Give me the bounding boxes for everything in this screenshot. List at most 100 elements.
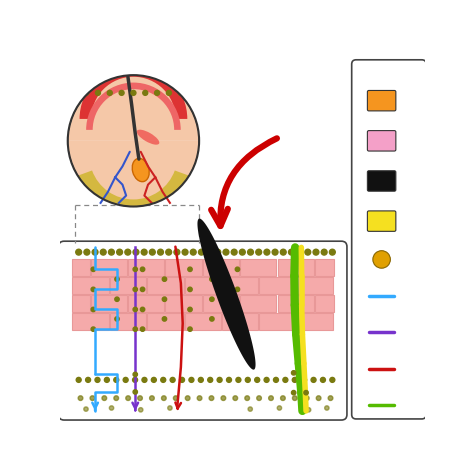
- Bar: [278, 259, 314, 275]
- Circle shape: [304, 252, 308, 256]
- Circle shape: [320, 377, 326, 383]
- Circle shape: [269, 396, 273, 401]
- Bar: [315, 295, 334, 311]
- Circle shape: [173, 396, 178, 401]
- Circle shape: [150, 396, 154, 401]
- Circle shape: [208, 377, 213, 383]
- Circle shape: [91, 287, 95, 292]
- Circle shape: [209, 396, 214, 401]
- Circle shape: [304, 272, 308, 276]
- Bar: [110, 277, 146, 293]
- Circle shape: [140, 307, 145, 311]
- Bar: [147, 277, 183, 293]
- Circle shape: [292, 292, 296, 296]
- Bar: [222, 313, 258, 329]
- Circle shape: [235, 287, 240, 292]
- Bar: [297, 277, 333, 293]
- Circle shape: [133, 287, 137, 292]
- Circle shape: [114, 377, 119, 383]
- Circle shape: [133, 390, 137, 394]
- Circle shape: [227, 377, 231, 383]
- FancyBboxPatch shape: [59, 241, 347, 420]
- Ellipse shape: [137, 130, 159, 145]
- FancyBboxPatch shape: [367, 171, 396, 191]
- Circle shape: [168, 406, 172, 410]
- Circle shape: [239, 249, 245, 255]
- Circle shape: [199, 249, 204, 255]
- Circle shape: [125, 249, 131, 255]
- Circle shape: [292, 377, 297, 383]
- Circle shape: [292, 391, 296, 395]
- Circle shape: [76, 377, 81, 383]
- Circle shape: [280, 249, 286, 255]
- Circle shape: [117, 249, 122, 255]
- Circle shape: [161, 377, 166, 383]
- Circle shape: [289, 249, 294, 255]
- Wedge shape: [77, 171, 190, 216]
- Circle shape: [304, 391, 308, 395]
- Circle shape: [115, 277, 119, 282]
- Circle shape: [283, 377, 288, 383]
- Circle shape: [91, 327, 95, 331]
- Circle shape: [140, 327, 145, 331]
- Bar: [203, 295, 239, 311]
- Circle shape: [133, 249, 139, 255]
- Circle shape: [257, 396, 262, 401]
- Wedge shape: [68, 76, 199, 141]
- Circle shape: [247, 249, 254, 255]
- Circle shape: [221, 396, 226, 401]
- Circle shape: [76, 249, 82, 255]
- Circle shape: [95, 91, 100, 95]
- Circle shape: [292, 396, 297, 401]
- Circle shape: [115, 297, 119, 301]
- Bar: [72, 259, 90, 275]
- Circle shape: [223, 249, 229, 255]
- Circle shape: [91, 267, 95, 272]
- Circle shape: [210, 317, 214, 321]
- Bar: [240, 259, 276, 275]
- Circle shape: [162, 396, 166, 401]
- Bar: [259, 277, 296, 293]
- Circle shape: [210, 297, 214, 301]
- Circle shape: [162, 297, 167, 301]
- Circle shape: [231, 249, 237, 255]
- Circle shape: [321, 249, 327, 255]
- Bar: [185, 313, 221, 329]
- Circle shape: [174, 249, 180, 255]
- Circle shape: [107, 91, 112, 95]
- Circle shape: [162, 277, 167, 282]
- Bar: [222, 277, 258, 293]
- Circle shape: [210, 277, 214, 282]
- Circle shape: [301, 377, 307, 383]
- Circle shape: [91, 307, 95, 311]
- Circle shape: [178, 91, 183, 95]
- Circle shape: [304, 292, 308, 296]
- Circle shape: [306, 408, 311, 412]
- FancyBboxPatch shape: [367, 211, 396, 231]
- Circle shape: [246, 377, 250, 383]
- Circle shape: [119, 91, 124, 95]
- Circle shape: [104, 377, 109, 383]
- Bar: [73, 313, 109, 329]
- Circle shape: [292, 331, 296, 336]
- Circle shape: [143, 91, 148, 95]
- Circle shape: [84, 249, 90, 255]
- Circle shape: [305, 249, 311, 255]
- Bar: [110, 313, 146, 329]
- Circle shape: [328, 396, 333, 401]
- Circle shape: [95, 377, 100, 383]
- Circle shape: [311, 377, 316, 383]
- Circle shape: [86, 377, 91, 383]
- Bar: [165, 295, 201, 311]
- Circle shape: [166, 249, 172, 255]
- Circle shape: [292, 272, 296, 276]
- Circle shape: [292, 311, 296, 316]
- Circle shape: [162, 317, 167, 321]
- Circle shape: [313, 249, 319, 255]
- Circle shape: [330, 377, 335, 383]
- Circle shape: [198, 377, 203, 383]
- Circle shape: [215, 249, 221, 255]
- Circle shape: [304, 311, 308, 316]
- Circle shape: [235, 267, 240, 272]
- Circle shape: [180, 377, 184, 383]
